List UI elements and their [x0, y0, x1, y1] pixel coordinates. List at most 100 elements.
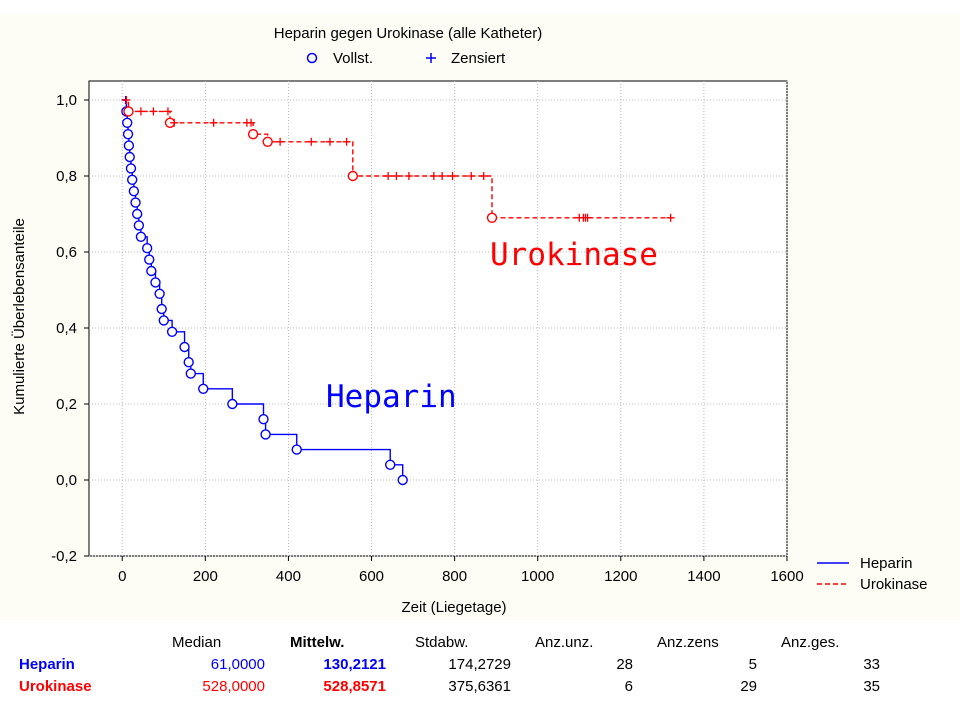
row-label-urokinase: Urokinase — [19, 678, 92, 695]
cell-heparin-uncensored: 28 — [616, 656, 633, 673]
censored-point-urokinase — [122, 96, 131, 104]
header-count-total: Anz.ges. — [781, 634, 840, 651]
cell-heparin-mean: 130,2121 — [323, 656, 386, 673]
event-point-heparin — [154, 288, 165, 299]
header-median: Median — [172, 634, 222, 651]
y-tick-label: 0,4 — [56, 320, 77, 337]
cell-heparin-median: 61,0000 — [210, 656, 265, 673]
cell-heparin-stddev: 174,2729 — [448, 656, 511, 673]
header-count-censored: Anz.zens — [657, 634, 719, 651]
y-axis-label: Kumulierte Überlebensanteile — [10, 218, 28, 415]
row-label-heparin: Heparin — [19, 656, 75, 673]
survival-chart: 0 200 400 600 800 1000 1200 1400 1600 1,0 0,8 0,6 0,… — [10, 25, 928, 616]
marker-legend-censored-label: Zensiert — [451, 50, 506, 67]
censored-point-urokinase — [583, 213, 592, 222]
cell-heparin-censored: 5 — [748, 656, 757, 673]
event-point-heparin — [123, 140, 135, 151]
censored-point-urokinase — [467, 172, 476, 180]
cell-urokinase-censored: 29 — [740, 678, 757, 695]
chart-title: Heparin gegen Urokinase (alle Katheter) — [274, 25, 542, 42]
censored-point-urokinase — [247, 118, 256, 127]
marker-legend-complete-icon — [306, 52, 318, 64]
event-point-heparin — [158, 315, 169, 326]
cell-urokinase-uncensored: 6 — [624, 678, 633, 695]
event-point-urokinase — [247, 128, 259, 140]
x-tick-label: 600 — [359, 568, 384, 585]
annotation-urokinase: Urokinase — [490, 237, 658, 273]
legend-label-urokinase: Urokinase — [860, 576, 928, 593]
event-point-heparin — [133, 220, 145, 231]
y-tick-label: 0,6 — [56, 244, 77, 261]
marker-legend-complete-label: Vollst. — [333, 50, 373, 67]
event-point-heparin — [131, 208, 143, 220]
event-point-heparin — [185, 368, 196, 379]
censored-point-urokinase — [276, 137, 285, 146]
event-point-heparin — [150, 277, 161, 288]
event-point-heparin — [258, 414, 269, 425]
censored-point-urokinase — [448, 172, 457, 180]
cell-urokinase-stddev: 375,6361 — [448, 678, 511, 695]
x-tick-label: 0 — [118, 568, 126, 585]
x-axis-label: Zeit (Liegetage) — [401, 599, 506, 616]
x-tick-label: 200 — [193, 568, 218, 585]
legend-label-heparin: Heparin — [860, 555, 913, 572]
event-point-heparin — [385, 459, 396, 470]
series-line-urokinase — [122, 99, 671, 219]
censored-point-urokinase — [163, 107, 172, 116]
event-point-heparin — [122, 128, 134, 140]
event-point-urokinase — [486, 212, 498, 224]
y-tick-label: -0,2 — [51, 548, 77, 565]
event-point-heparin — [128, 185, 140, 197]
event-point-heparin — [135, 231, 147, 243]
event-point-heparin — [183, 357, 194, 368]
censored-point-urokinase — [392, 172, 401, 180]
censored-point-urokinase — [325, 137, 334, 146]
event-point-heparin — [397, 474, 408, 486]
event-point-heparin — [291, 444, 302, 455]
x-tick-label: 1600 — [770, 568, 803, 585]
annotation-heparin: Heparin — [326, 379, 457, 415]
y-tick-label: 0,2 — [56, 396, 77, 413]
cell-urokinase-median: 528,0000 — [202, 678, 265, 695]
x-tick-label: 400 — [276, 568, 301, 585]
header-count-uncensored: Anz.unz. — [535, 634, 594, 651]
censored-point-urokinase — [384, 172, 393, 180]
censored-point-urokinase — [209, 118, 218, 127]
event-point-heparin — [179, 341, 190, 353]
censored-point-urokinase — [404, 172, 413, 180]
header-stddev: Stdabw. — [415, 634, 469, 651]
censored-point-urokinase — [342, 137, 351, 146]
event-point-heparin — [198, 383, 209, 394]
censored-point-urokinase — [136, 107, 145, 116]
cell-urokinase-mean: 528,8571 — [323, 678, 386, 695]
marker-legend-censored-icon — [426, 53, 436, 63]
event-point-heparin — [125, 163, 137, 174]
event-point-heparin — [260, 429, 271, 440]
event-point-heparin — [127, 174, 138, 186]
cell-urokinase-total: 35 — [863, 678, 880, 695]
censored-point-urokinase — [429, 172, 438, 180]
event-point-heparin — [166, 326, 178, 337]
event-point-urokinase — [123, 106, 134, 117]
event-point-heparin — [144, 254, 155, 265]
x-tick-label: 1200 — [604, 568, 637, 585]
event-point-heparin — [130, 197, 141, 208]
x-tick-label: 1000 — [521, 568, 554, 585]
censored-point-urokinase — [438, 172, 447, 180]
event-point-heparin — [141, 242, 153, 254]
event-point-urokinase — [347, 170, 359, 182]
censored-point-urokinase — [479, 172, 488, 180]
censored-point-urokinase — [170, 118, 179, 127]
series-urokinase — [122, 96, 675, 224]
x-tick-label: 800 — [442, 568, 467, 585]
plot-panel: 0 200 400 600 800 1000 1200 1400 1600 1,0 0,8 0,6 0,… — [0, 14, 960, 620]
y-tick-label: 0,8 — [56, 168, 77, 185]
x-tick-label: 1400 — [687, 568, 720, 585]
plot-area — [88, 80, 788, 557]
header-mean: Mittelw. — [290, 634, 345, 651]
cell-heparin-total: 33 — [863, 656, 880, 673]
censored-point-urokinase — [149, 107, 158, 116]
censored-point-urokinase — [307, 137, 316, 146]
censored-point-urokinase — [666, 213, 675, 222]
y-tick-label: 1,0 — [56, 92, 77, 109]
